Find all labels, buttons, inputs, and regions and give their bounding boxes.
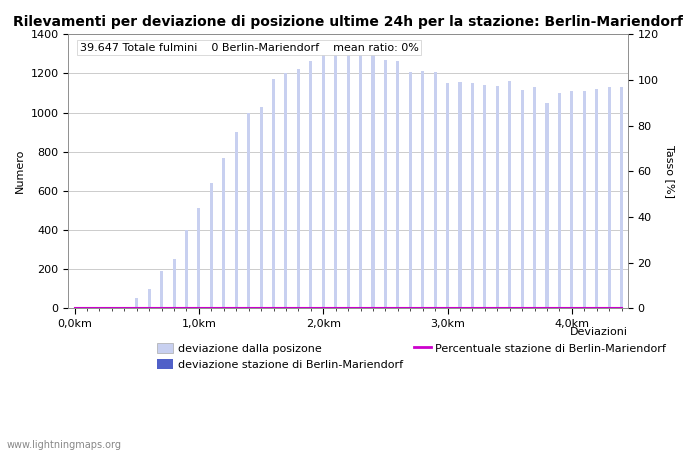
Bar bbox=[197, 208, 200, 308]
Bar bbox=[309, 61, 312, 308]
Y-axis label: Numero: Numero bbox=[15, 149, 25, 194]
Bar bbox=[334, 45, 337, 308]
Bar bbox=[396, 61, 400, 308]
Bar bbox=[521, 90, 524, 308]
Bar bbox=[582, 91, 586, 308]
Bar bbox=[595, 89, 598, 308]
Bar bbox=[608, 87, 610, 308]
Bar bbox=[446, 83, 449, 308]
Bar bbox=[135, 298, 139, 308]
Bar bbox=[558, 93, 561, 308]
Bar bbox=[458, 82, 461, 308]
Bar bbox=[185, 230, 188, 308]
Bar bbox=[471, 83, 474, 308]
Bar bbox=[222, 158, 225, 308]
Bar bbox=[496, 86, 499, 308]
Bar bbox=[508, 81, 511, 308]
Bar bbox=[483, 85, 486, 308]
Bar bbox=[247, 112, 250, 308]
Bar bbox=[297, 68, 300, 308]
Bar bbox=[359, 54, 362, 308]
Bar bbox=[160, 271, 163, 308]
Bar bbox=[384, 60, 387, 308]
Bar bbox=[372, 54, 375, 308]
Bar bbox=[620, 87, 623, 308]
Bar bbox=[260, 107, 262, 308]
Bar bbox=[433, 72, 437, 308]
Text: Deviazioni: Deviazioni bbox=[570, 328, 628, 338]
Bar bbox=[570, 91, 573, 308]
Bar bbox=[148, 289, 150, 308]
Text: 39.647 Totale fulmini    0 Berlin-Mariendorf    mean ratio: 0%: 39.647 Totale fulmini 0 Berlin-Mariendor… bbox=[80, 43, 419, 53]
Bar bbox=[322, 52, 325, 308]
Bar bbox=[284, 73, 288, 308]
Title: Rilevamenti per deviazione di posizione ultime 24h per la stazione: Berlin-Marie: Rilevamenti per deviazione di posizione … bbox=[13, 15, 683, 29]
Bar bbox=[172, 259, 176, 308]
Bar bbox=[421, 71, 424, 308]
Bar bbox=[210, 183, 213, 308]
Bar bbox=[533, 87, 536, 308]
Bar bbox=[346, 54, 349, 308]
Bar bbox=[272, 79, 275, 308]
Bar bbox=[409, 72, 412, 308]
Legend: deviazione dalla posizone, deviazione stazione di Berlin-Mariendorf, Percentuale: deviazione dalla posizone, deviazione st… bbox=[153, 338, 671, 374]
Bar bbox=[234, 132, 238, 308]
Y-axis label: Tasso [%]: Tasso [%] bbox=[665, 145, 676, 198]
Text: www.lightningmaps.org: www.lightningmaps.org bbox=[7, 440, 122, 450]
Bar bbox=[545, 103, 549, 308]
